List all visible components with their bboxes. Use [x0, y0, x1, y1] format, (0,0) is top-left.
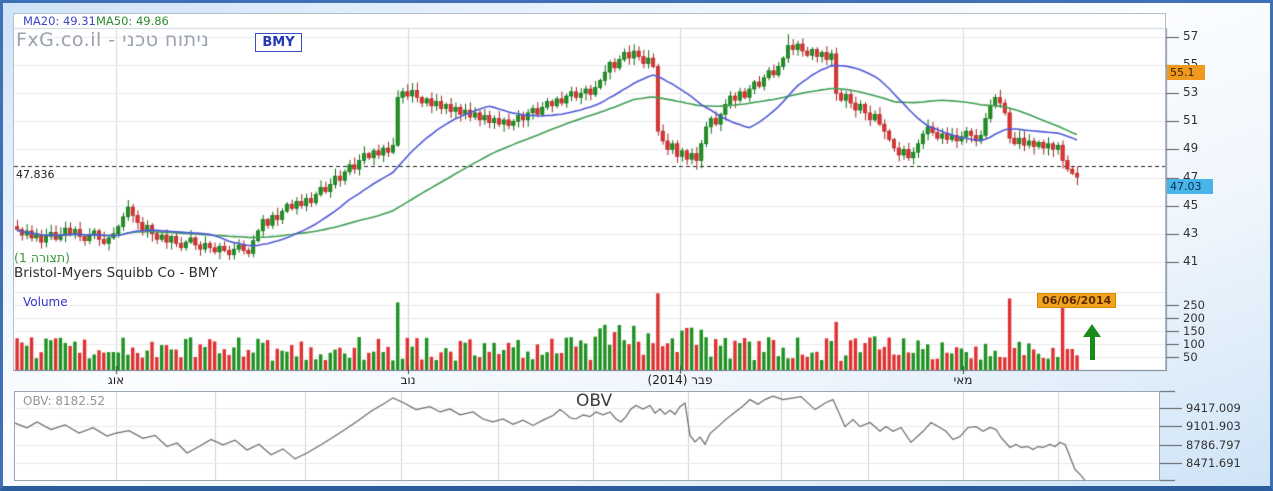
volume-axis-tick-label: 50	[1183, 350, 1198, 364]
volume-pane-label: Volume	[23, 295, 68, 309]
x-axis-month-label: נוב	[400, 373, 416, 387]
volume-axis-tick-label: 150	[1183, 324, 1205, 338]
price-axis-tick-label: 45	[1183, 197, 1199, 212]
price-axis-tick-label: 41	[1183, 253, 1199, 268]
obv-axis-tick-label: 8786.797	[1186, 437, 1241, 452]
obv-title-label: OBV	[576, 391, 613, 411]
volume-axis-tick-label: 200	[1183, 311, 1205, 325]
obv-current-value-label: OBV: 8182.52	[23, 394, 106, 408]
symbol-badge[interactable]: BMY	[255, 33, 302, 52]
ma20-label: MA20: 49.31	[23, 14, 96, 28]
marked-price-badge: 55.1	[1167, 65, 1205, 80]
ma50-label: MA50: 49.86	[96, 14, 169, 28]
obv-axis-tick-label: 8471.691	[1186, 456, 1241, 471]
price-axis-tick-label: 51	[1183, 113, 1199, 128]
x-axis-month-label: מאי	[953, 373, 973, 387]
price-axis-tick-label: 43	[1183, 225, 1199, 240]
price-axis-tick-label: 53	[1183, 85, 1199, 100]
current-price-badge: 47.03	[1167, 179, 1213, 194]
price-axis-tick-label: 49	[1183, 141, 1199, 156]
volume-axis-tick-label: 100	[1183, 337, 1205, 351]
chart-canvas[interactable]	[3, 3, 1270, 486]
company-name-label: Bristol-Myers Squibb Co - BMY	[14, 265, 218, 281]
config-label: (תצורה 1)	[14, 250, 70, 265]
volume-axis-tick-label: 250	[1183, 298, 1205, 312]
x-axis-month-label: אוג	[107, 373, 125, 387]
date-marker-badge: 06/06/2014	[1037, 293, 1117, 308]
obv-axis-tick-label: 9417.009	[1186, 401, 1241, 415]
reference-price-label: 47.836	[16, 168, 55, 181]
price-axis-tick-label: 57	[1183, 29, 1199, 43]
up-arrow-icon	[1082, 324, 1102, 362]
site-watermark: FxG.co.il - ניתוח טכני	[16, 29, 210, 51]
x-axis-month-label: פבר (2014)	[647, 373, 713, 387]
obv-axis-tick-label: 9101.903	[1186, 419, 1241, 434]
